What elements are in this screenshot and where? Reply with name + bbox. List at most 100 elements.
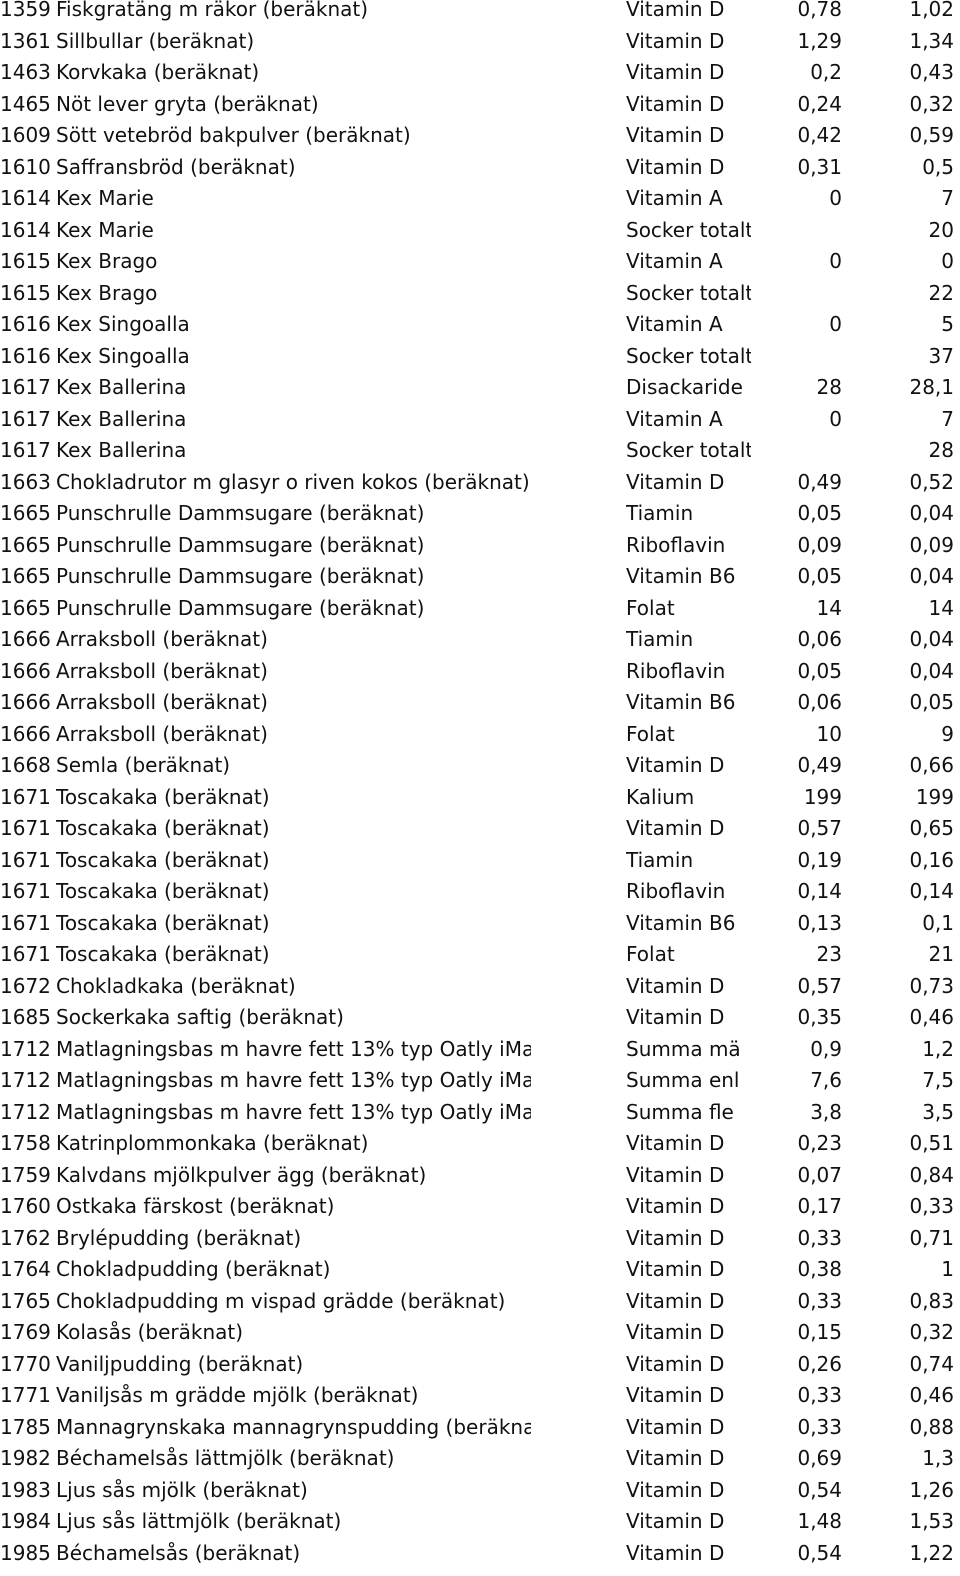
value-2: 28,1 bbox=[909, 375, 954, 399]
food-name: Toscakaka (beräknat) bbox=[56, 847, 270, 872]
value-2: 9 bbox=[941, 721, 954, 746]
food-name: Sillbullar (beräknat) bbox=[56, 28, 255, 53]
value-1: 3,8 bbox=[810, 1099, 842, 1124]
table-row: 1361 Sillbullar (beräknat) Vitamin D 1,29 1,… bbox=[0, 26, 960, 58]
value-1: 1,48 bbox=[797, 1509, 842, 1533]
nutrient-name: Vitamin D bbox=[626, 1320, 725, 1344]
row-id: 1771 bbox=[0, 1383, 51, 1407]
value-1: 0,78 bbox=[797, 0, 842, 21]
value-2: 22 bbox=[928, 280, 954, 305]
food-name: Kex Marie bbox=[56, 186, 154, 210]
value-2: 5 bbox=[941, 312, 954, 336]
row-id: 1617 bbox=[0, 375, 51, 399]
nutrient-name: Folat bbox=[626, 721, 675, 746]
nutrient-name: Vitamin D bbox=[626, 1383, 725, 1407]
value-1: 0,49 bbox=[797, 753, 842, 777]
value-2: 37 bbox=[928, 343, 954, 368]
value-2: 0,65 bbox=[909, 816, 954, 840]
value-2: 0,14 bbox=[909, 879, 954, 903]
table-row: 1769 Kolasås (beräknat) Vitamin D 0,15 0,32 bbox=[0, 1317, 960, 1349]
value-2: 1,2 bbox=[922, 1036, 954, 1061]
nutrient-name: Vitamin D bbox=[626, 1162, 725, 1187]
nutrient-name: Vitamin B6 bbox=[626, 910, 736, 935]
value-1: 0,09 bbox=[797, 532, 842, 557]
value-2: 0,43 bbox=[909, 60, 954, 84]
value-2: 7,5 bbox=[922, 1068, 954, 1092]
nutrient-name: Riboflavin bbox=[626, 879, 726, 903]
food-name: Korvkaka (beräknat) bbox=[56, 60, 260, 84]
row-id: 1671 bbox=[0, 784, 51, 809]
value-2: 0,32 bbox=[909, 91, 954, 116]
food-name: Kolasås (beräknat) bbox=[56, 1320, 244, 1344]
row-id: 1712 bbox=[0, 1068, 51, 1092]
nutrient-name: Vitamin D bbox=[626, 1131, 725, 1155]
row-id: 1712 bbox=[0, 1099, 51, 1124]
value-2: 0,59 bbox=[909, 123, 954, 147]
value-2: 1,3 bbox=[922, 1446, 954, 1470]
food-name: Sockerkaka saftig (beräknat) bbox=[56, 1005, 344, 1029]
value-2: 0,16 bbox=[909, 847, 954, 872]
food-name: Béchamelsås (beräknat) bbox=[56, 1540, 301, 1565]
value-2: 0,52 bbox=[909, 469, 954, 494]
value-1: 10 bbox=[816, 721, 842, 746]
row-id: 1616 bbox=[0, 343, 51, 368]
table-row: 1771 Vaniljsås m grädde mjölk (beräknat) V… bbox=[0, 1380, 960, 1412]
value-1: 0,38 bbox=[797, 1257, 842, 1281]
value-2: 0,46 bbox=[909, 1383, 954, 1407]
value-1: 0,33 bbox=[797, 1288, 842, 1313]
food-name: Kex Ballerina bbox=[56, 375, 187, 399]
nutrient-name: Vitamin A bbox=[626, 249, 723, 273]
food-name: Toscakaka (beräknat) bbox=[56, 816, 270, 840]
food-name: Katrinplommonkaka (beräknat) bbox=[56, 1131, 369, 1155]
nutrient-name: Vitamin D bbox=[626, 469, 725, 494]
table-row: 1616 Kex Singoalla Socker totalt 37 bbox=[0, 341, 960, 373]
value-1: 0,9 bbox=[810, 1036, 842, 1061]
value-1: 14 bbox=[816, 595, 842, 620]
table-row: 1685 Sockerkaka saftig (beräknat) Vitamin … bbox=[0, 1002, 960, 1034]
value-1: 0,05 bbox=[797, 658, 842, 683]
table-row: 1663 Chokladrutor m glasyr o riven kokos … bbox=[0, 467, 960, 499]
row-id: 1617 bbox=[0, 406, 51, 431]
value-2: 7 bbox=[941, 406, 954, 431]
food-name: Toscakaka (beräknat) bbox=[56, 910, 270, 935]
row-id: 1982 bbox=[0, 1446, 51, 1470]
row-id: 1665 bbox=[0, 564, 51, 588]
value-1: 0,17 bbox=[797, 1194, 842, 1218]
nutrient-name: Vitamin D bbox=[626, 123, 725, 147]
nutrient-name: Kalium bbox=[626, 784, 695, 809]
food-name: Chokladkaka (beräknat) bbox=[56, 973, 296, 998]
table-row: 1617 Kex Ballerina Socker totalt 28 bbox=[0, 435, 960, 467]
table-row: 1615 Kex Brago Vitamin A 0 0 bbox=[0, 246, 960, 278]
row-id: 1463 bbox=[0, 60, 51, 84]
table-row: 1985 Béchamelsås (beräknat) Vitamin D 0,54 1… bbox=[0, 1538, 960, 1570]
nutrient-name: Vitamin B6 bbox=[626, 564, 736, 588]
nutrient-name: Vitamin D bbox=[626, 28, 725, 53]
value-2: 199 bbox=[915, 784, 954, 809]
row-id: 1665 bbox=[0, 595, 51, 620]
nutrient-name: Vitamin D bbox=[626, 1414, 725, 1439]
nutrient-name: Socker totalt bbox=[626, 280, 751, 305]
table-row: 1615 Kex Brago Socker totalt 22 bbox=[0, 278, 960, 310]
food-name: Kex Brago bbox=[56, 280, 158, 305]
row-id: 1671 bbox=[0, 816, 51, 840]
nutrient-name: Disackaride bbox=[626, 375, 743, 399]
row-id: 1785 bbox=[0, 1414, 51, 1439]
value-1: 7,6 bbox=[810, 1068, 842, 1092]
nutrient-name: Socker totalt bbox=[626, 343, 751, 368]
value-1: 0 bbox=[829, 249, 842, 273]
food-name: Saffransbröd (beräknat) bbox=[56, 154, 296, 179]
table-row: 1671 Toscakaka (beräknat) Vitamin B6 0,13 0,… bbox=[0, 908, 960, 940]
nutrient-name: Tiamin bbox=[626, 501, 694, 525]
nutrient-name: Vitamin D bbox=[626, 1540, 725, 1565]
table-row: 1759 Kalvdans mjölkpulver ägg (beräknat) V… bbox=[0, 1160, 960, 1192]
table-row: 1671 Toscakaka (beräknat) Kalium 199 199 bbox=[0, 782, 960, 814]
food-name: Kalvdans mjölkpulver ägg (beräknat) bbox=[56, 1162, 427, 1187]
food-name: Mannagrynskaka mannagrynspudding (beräkn… bbox=[56, 1414, 531, 1439]
row-id: 1666 bbox=[0, 690, 51, 714]
table-row: 1666 Arraksboll (beräknat) Vitamin B6 0,06 0… bbox=[0, 687, 960, 719]
row-id: 1671 bbox=[0, 847, 51, 872]
value-1: 0,33 bbox=[797, 1383, 842, 1407]
row-id: 1663 bbox=[0, 469, 51, 494]
nutrient-name: Vitamin D bbox=[626, 1509, 725, 1533]
table-row: 1668 Semla (beräknat) Vitamin D 0,49 0,66 bbox=[0, 750, 960, 782]
